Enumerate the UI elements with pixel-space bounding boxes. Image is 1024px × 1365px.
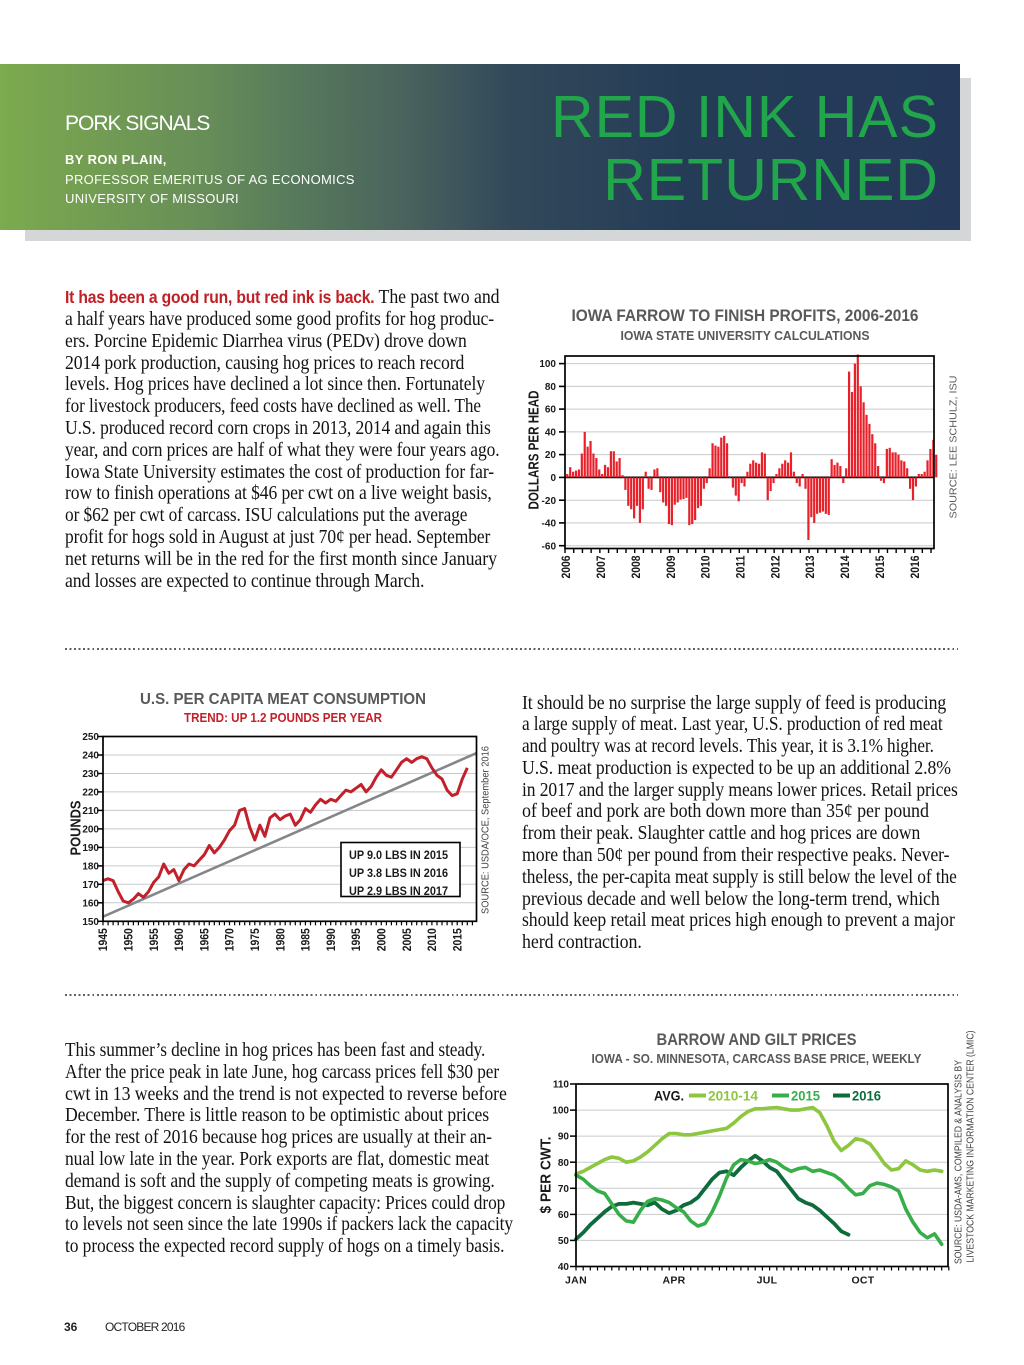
- svg-text:-60: -60: [542, 541, 557, 552]
- svg-text:60: 60: [545, 405, 557, 416]
- svg-text:1975: 1975: [250, 928, 262, 952]
- svg-text:2010: 2010: [701, 556, 713, 579]
- svg-text:2014: 2014: [840, 555, 852, 579]
- svg-text:230: 230: [82, 769, 99, 780]
- svg-text:1990: 1990: [326, 928, 338, 951]
- svg-text:TREND: UP 1.2 POUNDS PER YEAR: TREND: UP 1.2 POUNDS PER YEAR: [184, 711, 382, 725]
- svg-text:2006: 2006: [561, 556, 573, 579]
- svg-text:IOWA - SO. MINNESOTA, CARCASS: IOWA - SO. MINNESOTA, CARCASS BASE PRICE…: [592, 1051, 922, 1066]
- svg-text:APR: APR: [662, 1275, 685, 1287]
- svg-text:1985: 1985: [301, 928, 313, 952]
- svg-text:-20: -20: [542, 496, 557, 507]
- svg-text:UP 3.8 LBS IN 2016: UP 3.8 LBS IN 2016: [349, 866, 448, 880]
- svg-text:220: 220: [82, 788, 99, 799]
- svg-text:90: 90: [558, 1132, 570, 1143]
- svg-text:40: 40: [545, 428, 557, 439]
- svg-text:LIVESTOCK MARKETING INFORMATIO: LIVESTOCK MARKETING INFORMATION CENTER (…: [966, 1031, 977, 1263]
- svg-text:2008: 2008: [631, 555, 643, 579]
- svg-text:IOWA STATE UNIVERSITY CALCULAT: IOWA STATE UNIVERSITY CALCULATIONS: [621, 329, 870, 343]
- svg-text:$ PER CWT.: $ PER CWT.: [539, 1137, 555, 1214]
- svg-text:2010-14: 2010-14: [708, 1089, 758, 1104]
- svg-text:20: 20: [545, 450, 557, 461]
- svg-text:UP 2.9 LBS IN 2017: UP 2.9 LBS IN 2017: [349, 884, 448, 898]
- svg-text:100: 100: [552, 1106, 569, 1117]
- svg-text:40: 40: [558, 1262, 570, 1273]
- svg-text:POUNDS: POUNDS: [68, 801, 85, 856]
- svg-text:JUL: JUL: [757, 1275, 778, 1287]
- svg-text:70: 70: [558, 1184, 570, 1195]
- svg-text:50: 50: [558, 1236, 570, 1247]
- svg-text:-40: -40: [542, 519, 557, 530]
- svg-text:SOURCE: USDA/OCE, September 20: SOURCE: USDA/OCE, September 2016: [480, 746, 492, 914]
- svg-text:0: 0: [550, 473, 556, 484]
- svg-text:100: 100: [539, 359, 556, 370]
- svg-text:1945: 1945: [98, 928, 110, 952]
- svg-text:2015: 2015: [875, 555, 887, 579]
- svg-text:200: 200: [82, 825, 99, 836]
- svg-text:1950: 1950: [124, 928, 136, 951]
- svg-text:IOWA FARROW TO FINISH PROFITS,: IOWA FARROW TO FINISH PROFITS, 2006-2016: [572, 307, 919, 325]
- svg-text:150: 150: [82, 917, 99, 928]
- svg-text:170: 170: [82, 880, 99, 891]
- svg-text:180: 180: [82, 862, 99, 873]
- svg-text:OCT: OCT: [851, 1275, 874, 1287]
- svg-text:AVG.: AVG.: [654, 1089, 684, 1104]
- svg-text:2010: 2010: [427, 928, 439, 951]
- svg-text:2005: 2005: [402, 928, 414, 952]
- svg-text:SOURCE: USDA-AMS, COMPILED & A: SOURCE: USDA-AMS, COMPILED & ANALYSIS BY: [954, 1060, 965, 1264]
- svg-text:210: 210: [82, 806, 99, 817]
- svg-text:U.S. PER CAPITA MEAT CONSUMPTI: U.S. PER CAPITA MEAT CONSUMPTION: [140, 691, 426, 708]
- svg-text:2007: 2007: [596, 556, 608, 579]
- svg-text:2012: 2012: [770, 556, 782, 579]
- svg-text:80: 80: [558, 1158, 570, 1169]
- svg-text:2016: 2016: [910, 556, 922, 579]
- svg-text:1995: 1995: [351, 928, 363, 952]
- svg-text:1965: 1965: [199, 928, 211, 952]
- svg-text:BARROW AND GILT PRICES: BARROW AND GILT PRICES: [657, 1031, 857, 1049]
- svg-text:2015: 2015: [791, 1089, 820, 1104]
- svg-text:SOURCE: LEE SCHULZ, ISU: SOURCE: LEE SCHULZ, ISU: [948, 376, 960, 519]
- svg-text:2009: 2009: [666, 556, 678, 579]
- svg-text:1970: 1970: [225, 928, 237, 951]
- svg-text:110: 110: [553, 1080, 570, 1091]
- svg-text:240: 240: [82, 751, 99, 762]
- svg-text:2013: 2013: [805, 556, 817, 579]
- svg-text:80: 80: [545, 382, 557, 393]
- svg-text:1980: 1980: [275, 928, 287, 951]
- svg-text:JAN: JAN: [565, 1275, 587, 1287]
- svg-text:160: 160: [82, 898, 99, 909]
- svg-text:250: 250: [82, 732, 99, 743]
- svg-text:1955: 1955: [149, 928, 161, 952]
- svg-text:2011: 2011: [736, 555, 748, 579]
- svg-text:DOLLARS PER HEAD: DOLLARS PER HEAD: [527, 391, 543, 510]
- svg-text:UP 9.0 LBS IN 2015: UP 9.0 LBS IN 2015: [349, 848, 448, 862]
- svg-text:1960: 1960: [174, 928, 186, 951]
- svg-text:60: 60: [558, 1210, 570, 1221]
- svg-text:190: 190: [82, 843, 99, 854]
- svg-text:2015: 2015: [452, 928, 464, 952]
- svg-text:2016: 2016: [852, 1089, 881, 1104]
- svg-text:2000: 2000: [377, 928, 389, 951]
